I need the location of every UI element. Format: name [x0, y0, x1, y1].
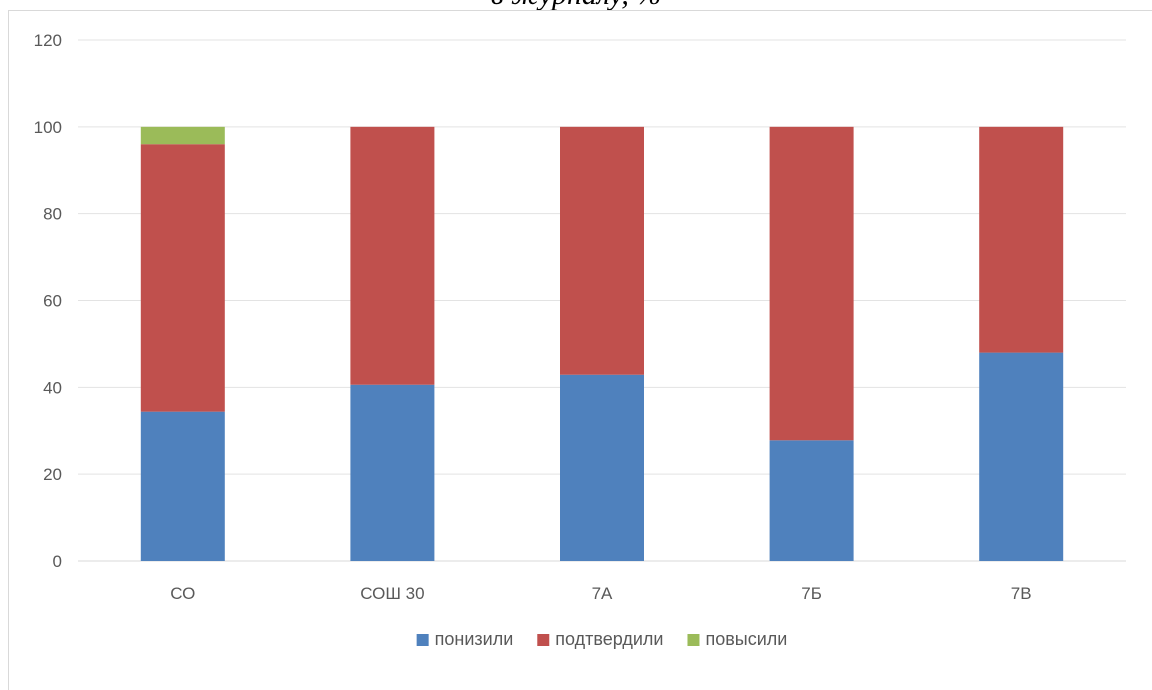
y-tick-label: 0 [53, 552, 62, 571]
bar-segment-1-1 [140, 411, 225, 561]
chart-frame [8, 10, 1152, 690]
legend-label: повысили [705, 629, 787, 649]
y-tick-label: 80 [43, 205, 62, 224]
x-tick-label: 7Б [801, 584, 822, 603]
bar-segment-1-5 [979, 352, 1064, 561]
legend: понизили подтвердили повысили [416, 629, 787, 649]
x-tick-label: СО [170, 584, 195, 603]
bars [140, 126, 1064, 561]
legend-swatch [687, 634, 700, 646]
bar-segment-2-1 [140, 144, 225, 412]
legend-item-2: подтвердили [537, 629, 663, 649]
x-axis: СО СОШ 30 7А 7Б 7В [170, 584, 1031, 603]
legend-label: подтвердили [555, 629, 663, 649]
legend-swatch [416, 634, 429, 646]
chart-title: в журналу, % [0, 0, 1152, 12]
y-tick-label: 120 [34, 31, 62, 50]
legend-label: понизили [435, 629, 514, 649]
bar-segment-2-2 [350, 126, 435, 385]
bar-segment-1-2 [350, 384, 435, 561]
bar-segment-1-4 [769, 440, 854, 561]
bar-segment-2-3 [560, 126, 644, 375]
y-tick-label: 100 [34, 118, 62, 137]
x-tick-label: СОШ 30 [360, 584, 424, 603]
bar-segment-3-1 [140, 126, 225, 145]
y-tick-label: 60 [43, 292, 62, 311]
bar-segment-2-5 [979, 126, 1064, 353]
y-axis: 0 20 40 60 80 100 120 [34, 31, 62, 571]
y-tick-label: 20 [43, 465, 62, 484]
legend-item-1: понизили [416, 629, 514, 649]
bar-segment-1-3 [560, 374, 644, 561]
x-tick-label: 7А [592, 584, 613, 603]
bar-segment-2-4 [769, 126, 854, 441]
legend-item-3: повысили [687, 629, 787, 649]
legend-swatch [537, 634, 550, 646]
y-tick-label: 40 [43, 378, 62, 397]
x-tick-label: 7В [1011, 584, 1032, 603]
